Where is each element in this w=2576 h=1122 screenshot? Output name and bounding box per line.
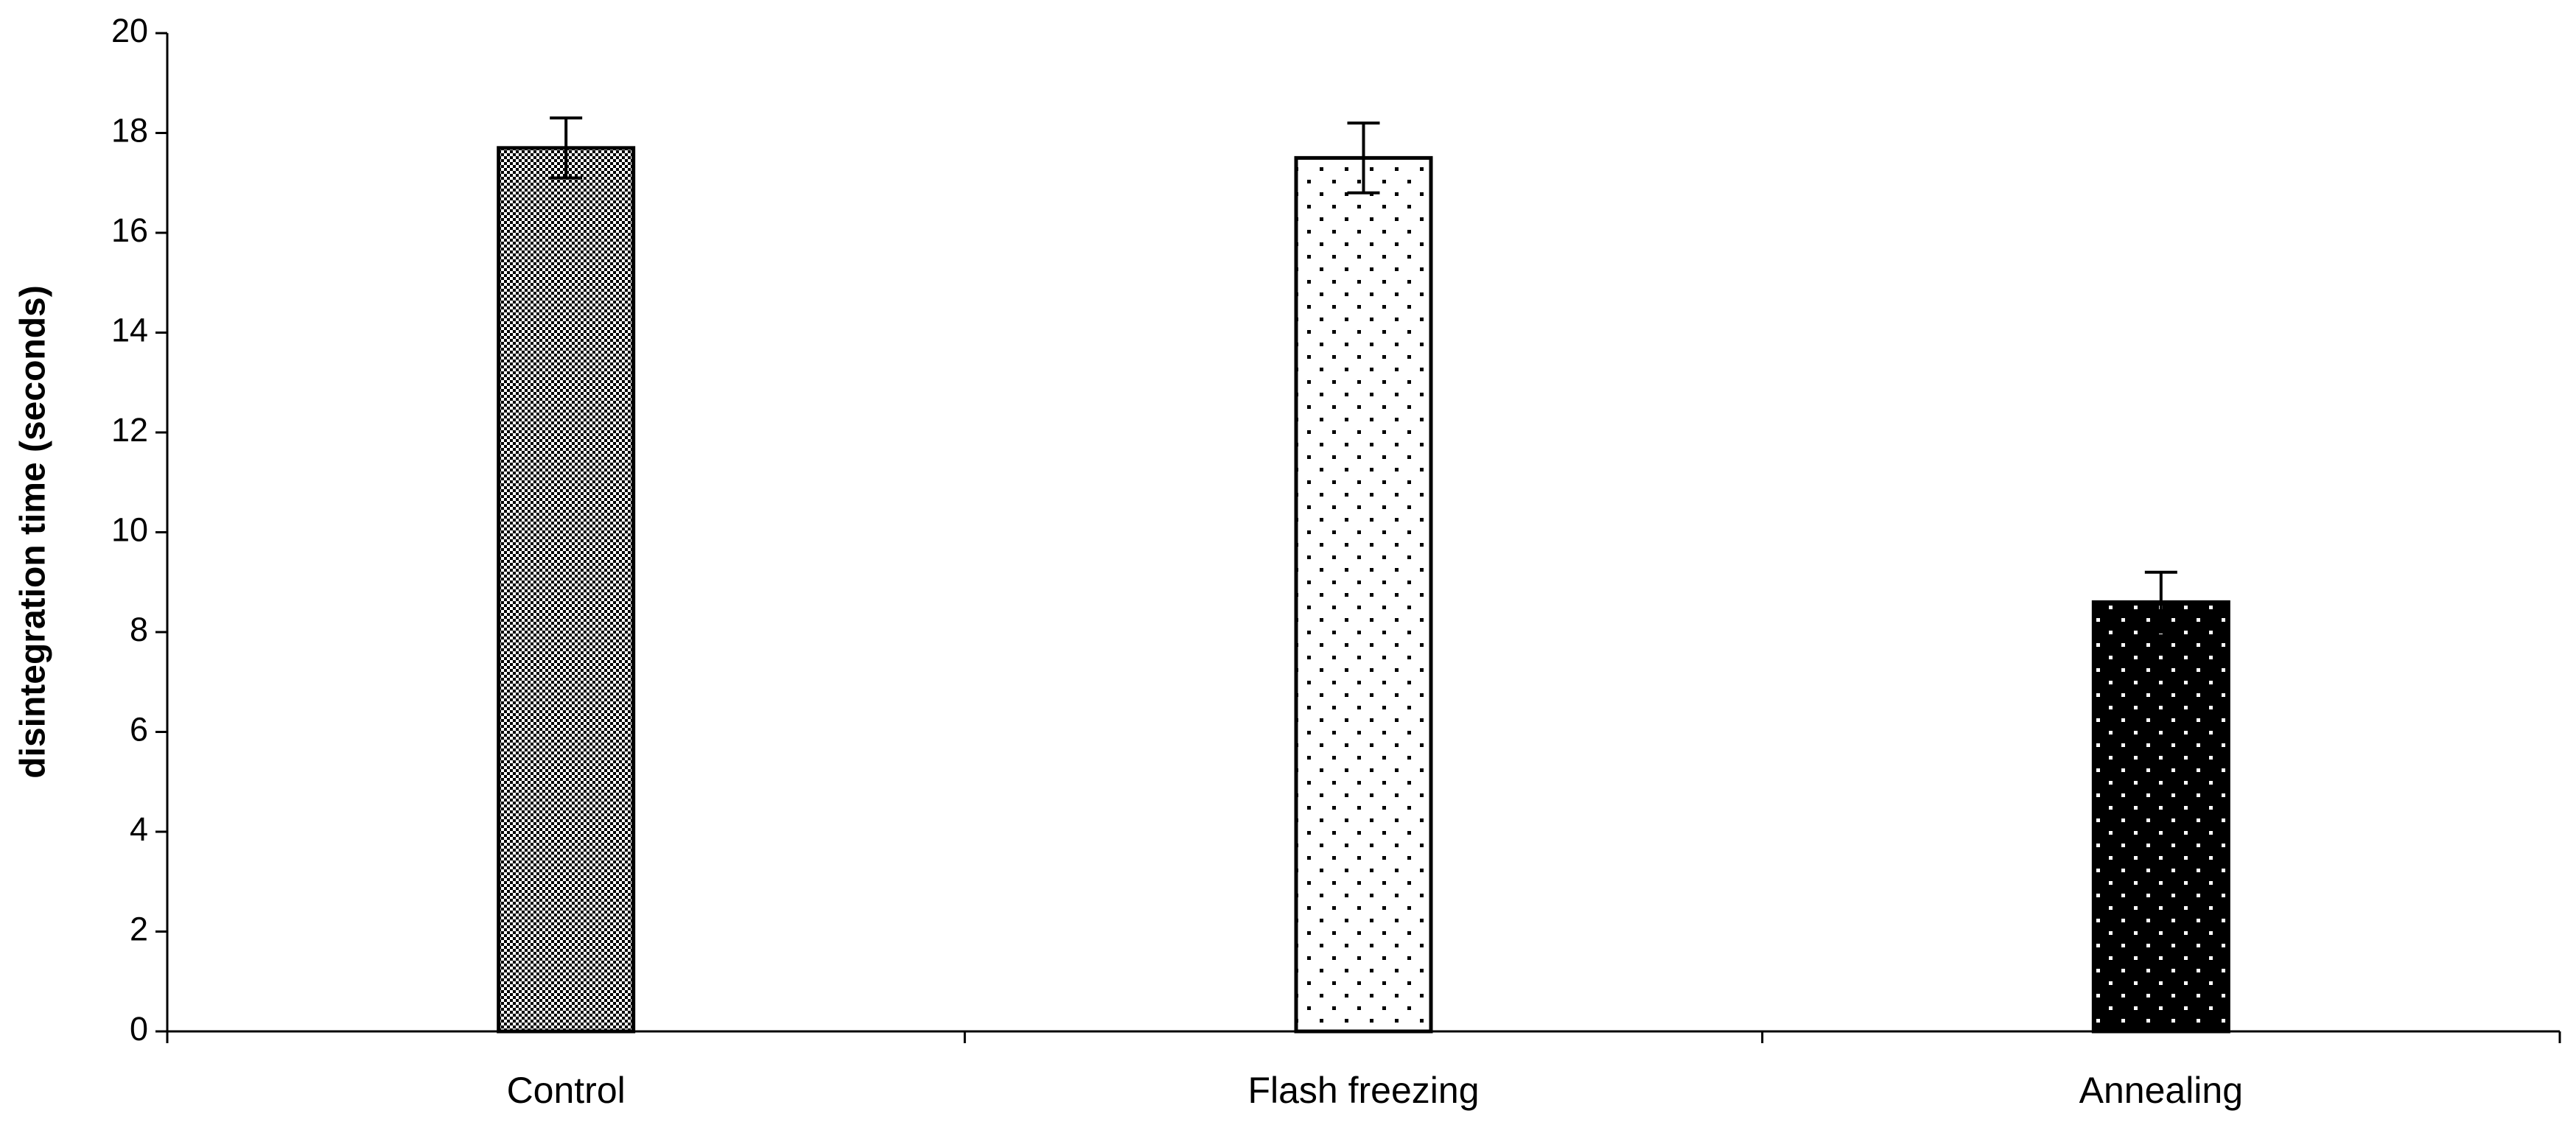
bar [2091, 600, 2230, 1034]
y-tick-label: 0 [130, 1010, 148, 1048]
y-tick-label: 8 [130, 611, 148, 648]
y-axis-label: disintegration time (seconds) [14, 285, 53, 778]
y-tick-label: 16 [111, 211, 148, 249]
x-tick-label: Control [507, 1070, 626, 1111]
y-tick-label: 14 [111, 311, 148, 348]
x-tick-label: Annealing [2079, 1070, 2243, 1111]
y-tick-label: 6 [130, 710, 148, 748]
y-tick-label: 4 [130, 810, 148, 848]
x-tick-label: Flash freezing [1247, 1070, 1479, 1111]
y-tick-label: 12 [111, 411, 148, 449]
y-tick-label: 10 [111, 511, 148, 548]
y-tick-label: 2 [130, 910, 148, 947]
bar [497, 146, 636, 1034]
bar [1294, 155, 1433, 1034]
y-tick-label: 18 [111, 111, 148, 149]
y-tick-label: 20 [111, 12, 148, 49]
